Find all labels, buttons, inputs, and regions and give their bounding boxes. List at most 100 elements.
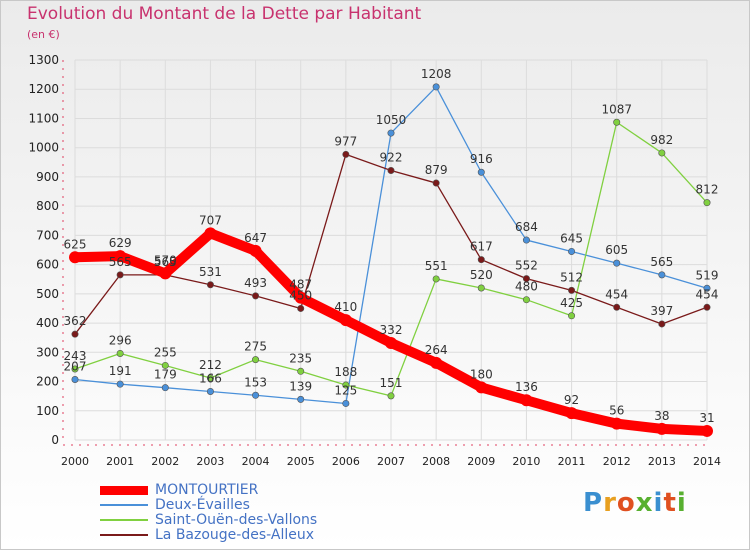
data-point — [565, 407, 578, 420]
proxiti-logo: Proxiti — [583, 488, 687, 518]
y-tick-label: 700 — [36, 228, 59, 242]
x-tick-label: 2011 — [558, 455, 586, 468]
x-tick-label: 2009 — [467, 455, 495, 468]
data-point — [159, 267, 172, 280]
data-point — [249, 244, 262, 257]
series-lines — [69, 83, 713, 437]
series-la-bazouge-des-alleux — [71, 150, 711, 338]
legend-swatch — [100, 486, 148, 495]
data-label: 645 — [560, 231, 583, 245]
data-point — [701, 424, 713, 437]
logo-letter: o — [616, 488, 636, 518]
data-label: 191 — [109, 364, 132, 378]
data-label: 332 — [380, 323, 403, 337]
data-point — [342, 399, 350, 407]
data-label: 977 — [334, 134, 357, 148]
data-label: 179 — [154, 368, 177, 382]
logo-letter: x — [635, 488, 654, 518]
data-label: 425 — [560, 296, 583, 310]
data-point — [613, 303, 621, 311]
data-point — [703, 199, 711, 207]
data-label: 916 — [470, 152, 493, 166]
data-point — [71, 375, 79, 383]
data-label: 275 — [244, 340, 267, 354]
chart-title: Evolution du Montant de la Dette par Hab… — [27, 4, 422, 24]
data-point — [658, 149, 666, 157]
series-deux-vailles — [71, 83, 711, 407]
x-tick-label: 2013 — [648, 455, 676, 468]
chart-unit-label: (en €) — [27, 28, 60, 41]
data-label: 153 — [244, 375, 267, 389]
data-point — [477, 168, 485, 176]
data-label: 255 — [154, 345, 177, 359]
data-point — [477, 284, 485, 292]
logo-letter: i — [653, 488, 664, 518]
logo-letter: i — [676, 488, 687, 518]
legend-swatch — [100, 534, 148, 536]
data-point — [432, 275, 440, 283]
x-tick-label: 2014 — [693, 455, 721, 468]
data-label: 139 — [289, 379, 312, 393]
data-label: 647 — [244, 231, 267, 245]
data-label: 982 — [650, 133, 673, 147]
y-tick-label: 300 — [36, 345, 59, 359]
x-tick-label: 2007 — [377, 455, 405, 468]
y-tick-label: 900 — [36, 170, 59, 184]
logo-letter: r — [603, 488, 617, 518]
data-label: 136 — [515, 380, 538, 394]
data-label: 922 — [380, 150, 403, 164]
data-point — [69, 251, 81, 264]
y-tick-label: 600 — [36, 258, 59, 272]
data-label: 296 — [109, 333, 132, 347]
legend-label: Saint-Ouën-des-Vallons — [155, 512, 318, 528]
legend-swatch — [100, 519, 148, 521]
data-point — [432, 83, 440, 91]
y-tick-label: 0 — [51, 433, 59, 447]
data-label: 519 — [696, 268, 719, 282]
data-label: 212 — [199, 358, 222, 372]
y-tick-label: 1300 — [28, 53, 59, 67]
data-point — [610, 417, 623, 430]
data-point — [477, 256, 485, 264]
y-tick-label: 200 — [36, 375, 59, 389]
data-label: 454 — [605, 287, 628, 301]
data-label: 207 — [64, 359, 87, 373]
data-label: 31 — [699, 411, 714, 425]
y-tick-label: 100 — [36, 404, 59, 418]
data-point — [206, 387, 214, 395]
data-label: 493 — [244, 276, 267, 290]
data-point — [339, 314, 352, 327]
data-point — [161, 384, 169, 392]
data-point — [387, 129, 395, 137]
data-label: 450 — [289, 288, 312, 302]
data-point — [430, 356, 443, 369]
data-point — [387, 392, 395, 400]
data-label: 243 — [64, 349, 87, 363]
data-point — [703, 284, 711, 292]
data-point — [432, 179, 440, 187]
data-point — [655, 422, 668, 435]
y-tick-label: 500 — [36, 287, 59, 301]
data-point — [342, 150, 350, 158]
data-point — [252, 391, 260, 399]
data-label: 879 — [425, 163, 448, 177]
data-point — [297, 304, 305, 312]
data-label: 166 — [199, 371, 222, 385]
data-label: 1208 — [421, 67, 452, 81]
x-tick-label: 2002 — [151, 455, 179, 468]
x-tick-label: 2005 — [287, 455, 315, 468]
data-label: 605 — [605, 243, 628, 257]
data-label: 180 — [470, 367, 493, 381]
series-saint-ou-n-des-vallons — [71, 118, 711, 400]
legend-label: MONTOURTIER — [155, 482, 259, 498]
data-label: 56 — [609, 404, 624, 418]
x-tick-label: 2006 — [332, 455, 360, 468]
y-tick-label: 1100 — [28, 111, 59, 125]
y-tick-label: 1200 — [28, 82, 59, 96]
data-point — [387, 166, 395, 174]
data-point — [71, 365, 79, 373]
data-label: 92 — [564, 393, 579, 407]
data-point — [297, 395, 305, 403]
data-point — [613, 118, 621, 126]
